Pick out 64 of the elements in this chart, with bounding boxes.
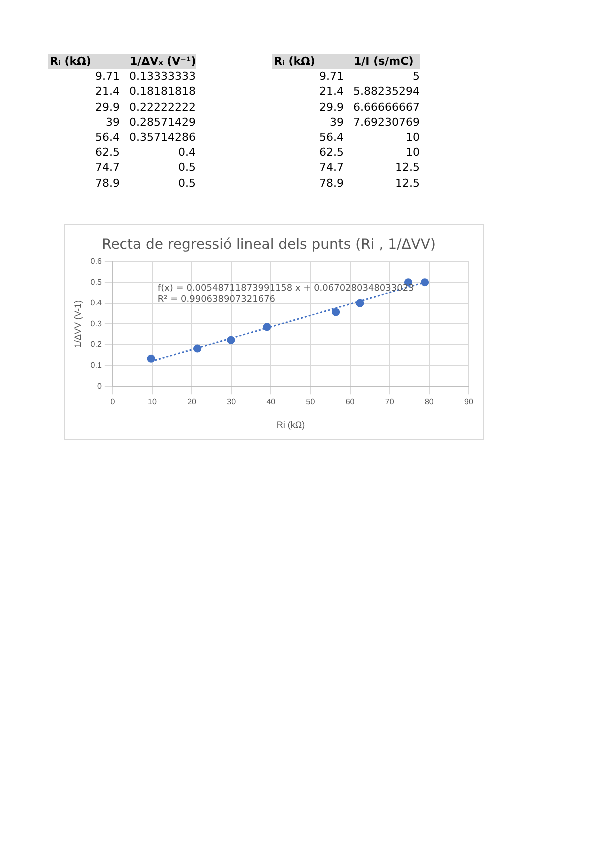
chart-title: Recta de regressió lineal dels punts (Ri , 1/ΔVV) [102,237,436,254]
text: 56.4 [94,130,120,146]
text: 78.9 [94,176,120,191]
text: 39 [329,114,344,130]
point [227,336,236,344]
text: 5 [412,69,420,84]
point [147,354,156,363]
text: 12.5 [394,176,420,191]
text: 1/ΔVₓ (V⁻¹) [129,54,196,70]
point [263,323,272,332]
text: 10 [405,130,420,146]
text: 0.35714286 [128,130,196,146]
x-tick-label: 20 [188,398,198,407]
text: 0.5 [178,176,196,191]
y-axis-title: 1/ΔVV (V-1) [72,300,83,348]
point [194,344,202,353]
text: 0.5 [178,160,196,176]
text: 74.7 [318,160,344,176]
y-tick-label: 0.4 [90,298,102,308]
text: 29.9 [318,100,344,115]
text: 21.4 [94,84,120,100]
text: 1/I (s/mC) [353,54,415,70]
text: 12.5 [394,160,420,176]
text: 0.18181818 [128,84,196,100]
x-tick-label: 80 [424,398,434,407]
x-tick-label: 60 [346,398,356,407]
text: 0.4 [178,145,196,160]
text: 0.22222222 [128,100,196,115]
y-tick-label: 0.2 [90,340,102,350]
text: 62.5 [318,145,344,160]
text: 7.69230769 [352,114,420,130]
y-tick-label: 0.1 [90,361,102,370]
text: 56.4 [318,130,344,146]
text: 5.88235294 [352,84,420,100]
text: 78.9 [318,176,344,191]
x-tick-label: 0 [110,398,116,407]
text: Rᵢ (kΩ) [273,54,316,70]
x-tick-label: 40 [266,398,276,407]
x-tick-label: 30 [227,398,237,407]
point [332,308,340,316]
text: 9.71 [318,69,344,84]
text: 0.28571429 [128,114,196,130]
text: 39 [105,114,120,130]
x-tick-label: 10 [148,398,158,407]
text: 6.66666667 [352,100,420,115]
text: 21.4 [318,84,344,100]
y-tick-label: 0.5 [90,278,102,287]
annotation: R² = 0.990638907321676 [158,295,276,306]
x-tick-label: 70 [385,398,395,407]
text: 9.71 [94,69,120,84]
text: 62.5 [94,145,120,160]
x-tick-label: 50 [306,398,316,407]
y-tick-label: 0.3 [90,319,102,328]
point [356,299,364,308]
y-tick-label: 0.6 [90,257,102,266]
x-tick-label: 90 [464,398,474,407]
x-axis-title: Ri (kΩ) [276,420,306,430]
text: Rᵢ (kΩ) [49,54,92,70]
text: 74.7 [94,160,120,176]
y-tick-label: 0 [97,382,102,391]
text: 10 [405,145,420,160]
text: 29.9 [94,100,120,115]
point [421,278,430,287]
text: 0.13333333 [128,69,196,84]
